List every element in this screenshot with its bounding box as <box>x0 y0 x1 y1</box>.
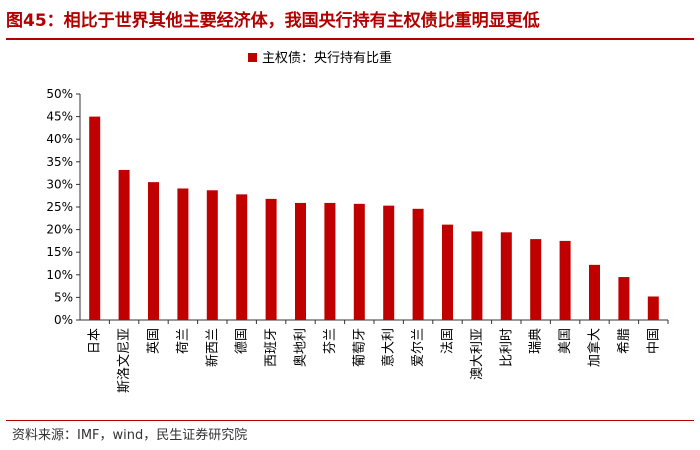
y-tick-label: 0% <box>54 313 73 327</box>
x-tick-label: 法国 <box>441 328 456 354</box>
title-divider <box>6 38 694 40</box>
bar <box>236 194 248 320</box>
bar <box>206 190 218 320</box>
y-tick-label: 50% <box>46 87 73 101</box>
bar-chart: 主权债：央行持有比重 0% 5% 10% 15% 20% 25% 30% 35% 40% 45% 50… <box>46 50 669 393</box>
y-tick-label: 35% <box>46 155 73 169</box>
x-tick-label: 希腊 <box>617 328 632 354</box>
x-tick-label: 爱尔兰 <box>411 328 426 367</box>
bar <box>324 202 336 320</box>
x-tick-label: 中国 <box>646 328 661 354</box>
bar <box>647 296 659 320</box>
y-tick-label: 10% <box>46 268 73 282</box>
source-note: 资料来源：IMF，wind，民生证券研究院 <box>12 428 248 443</box>
bar <box>530 239 542 320</box>
x-tick-label: 葡萄牙 <box>352 328 367 367</box>
bar <box>559 240 571 320</box>
bar <box>471 231 483 320</box>
x-tick-label: 瑞典 <box>529 328 544 354</box>
bar <box>589 264 600 320</box>
bar <box>383 205 395 320</box>
x-tick-label: 德国 <box>235 328 250 354</box>
x-tick-label: 奥地利 <box>294 328 309 367</box>
bar <box>89 116 101 320</box>
x-tick-label: 荷兰 <box>176 328 191 354</box>
y-tick-label: 25% <box>46 200 73 214</box>
x-tick-label: 西班牙 <box>264 328 279 367</box>
bar <box>500 232 512 320</box>
y-tick-label: 40% <box>46 132 73 146</box>
y-tick-label: 5% <box>54 290 73 304</box>
x-tick-label: 澳大利亚 <box>469 328 485 380</box>
bar <box>265 198 277 320</box>
x-tick-label: 新西兰 <box>204 328 220 367</box>
y-tick-label: 45% <box>46 110 73 124</box>
legend-swatch <box>248 53 257 62</box>
x-tick-label: 斯洛文尼亚 <box>117 328 132 393</box>
x-tick-label: 意大利 <box>381 328 397 367</box>
x-tick-label: 比利时 <box>499 328 514 367</box>
bar <box>148 182 159 320</box>
bar <box>118 169 130 320</box>
bar <box>412 208 424 320</box>
x-tick-label: 日本 <box>88 328 103 354</box>
y-tick-label: 15% <box>46 245 73 259</box>
x-tick-label: 加拿大 <box>587 328 603 367</box>
bar <box>618 277 630 320</box>
chart-title: 图45：相比于世界其他主要经济体，我国央行持有主权债比重明显更低 <box>6 11 540 31</box>
y-tick-label: 20% <box>46 223 73 237</box>
x-tick-label: 英国 <box>147 328 162 354</box>
bar <box>353 203 365 320</box>
footer-divider <box>6 420 694 421</box>
bar <box>295 202 306 320</box>
x-tick-label: 美国 <box>558 328 573 354</box>
legend-label: 主权债：央行持有比重 <box>262 50 392 66</box>
bar <box>177 188 189 320</box>
y-tick-label: 30% <box>46 177 73 191</box>
bar <box>442 224 453 320</box>
x-tick-label: 芬兰 <box>323 328 338 354</box>
